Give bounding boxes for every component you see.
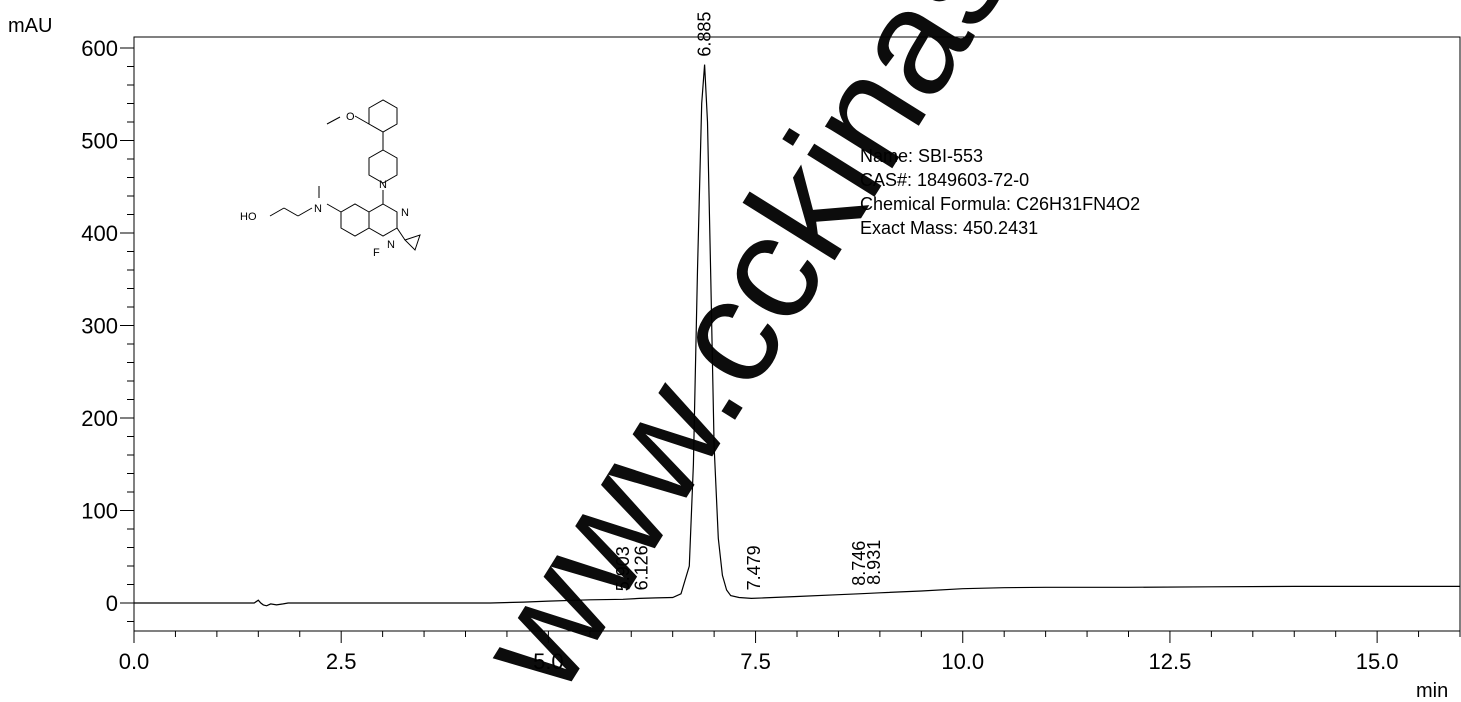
y-tick-label: 300 <box>81 314 118 339</box>
peak-label: 5.903 <box>613 546 633 591</box>
y-tick-label: 500 <box>81 129 118 154</box>
atom-f: F <box>373 247 380 259</box>
compound-formula: Chemical Formula: C26H31FN4O2 <box>860 194 1141 214</box>
y-tick-label: 400 <box>81 221 118 246</box>
y-tick-label: 200 <box>81 406 118 431</box>
y-tick-label: 0 <box>106 591 118 616</box>
x-tick-label: 2.5 <box>326 649 357 674</box>
atom-n-ring-1: N <box>401 207 409 219</box>
chromatogram-trace <box>134 64 1460 607</box>
x-tick-label: 0.0 <box>119 649 150 674</box>
x-tick-label: 5.0 <box>533 649 564 674</box>
atom-n-piperidine: N <box>379 179 387 191</box>
peak-label: 6.885 <box>695 12 715 57</box>
y-axis: 0 100 200 300 400 500 600 <box>81 36 134 622</box>
peak-label: 8.746 <box>849 541 869 586</box>
peak-label: 6.126 <box>632 545 652 590</box>
y-tick-label: 100 <box>81 499 118 524</box>
x-tick-label: 12.5 <box>1149 649 1192 674</box>
watermark: www.cckinase.cc <box>444 0 1188 702</box>
compound-name: Name: SBI-553 <box>860 146 984 166</box>
y-axis-label: mAU <box>8 15 52 37</box>
x-tick-label: 10.0 <box>941 649 984 674</box>
atom-n-amine: N <box>314 203 322 215</box>
molecule-structure: O N N N F N HO <box>240 99 421 259</box>
y-tick-label: 600 <box>81 36 118 61</box>
peak-label: 7.479 <box>744 545 764 590</box>
compound-cas: CAS#: 1849603-72-0 <box>860 170 1030 190</box>
x-tick-label: 15.0 <box>1356 649 1399 674</box>
compound-mass: Exact Mass: 450.2431 <box>860 218 1039 238</box>
x-axis-label: min <box>1416 680 1448 702</box>
peak-label: 8.931 <box>864 540 884 585</box>
atom-n-ring-2: N <box>387 239 395 251</box>
atom-ho: HO <box>240 211 257 223</box>
x-tick-label: 7.5 <box>740 649 771 674</box>
atom-o: O <box>346 111 355 123</box>
compound-info: Name: SBI-553 CAS#: 1849603-72-0 Chemica… <box>860 144 1140 240</box>
x-axis: 0.0 2.5 5.0 7.5 10.0 12.5 15.0 <box>119 631 1461 674</box>
